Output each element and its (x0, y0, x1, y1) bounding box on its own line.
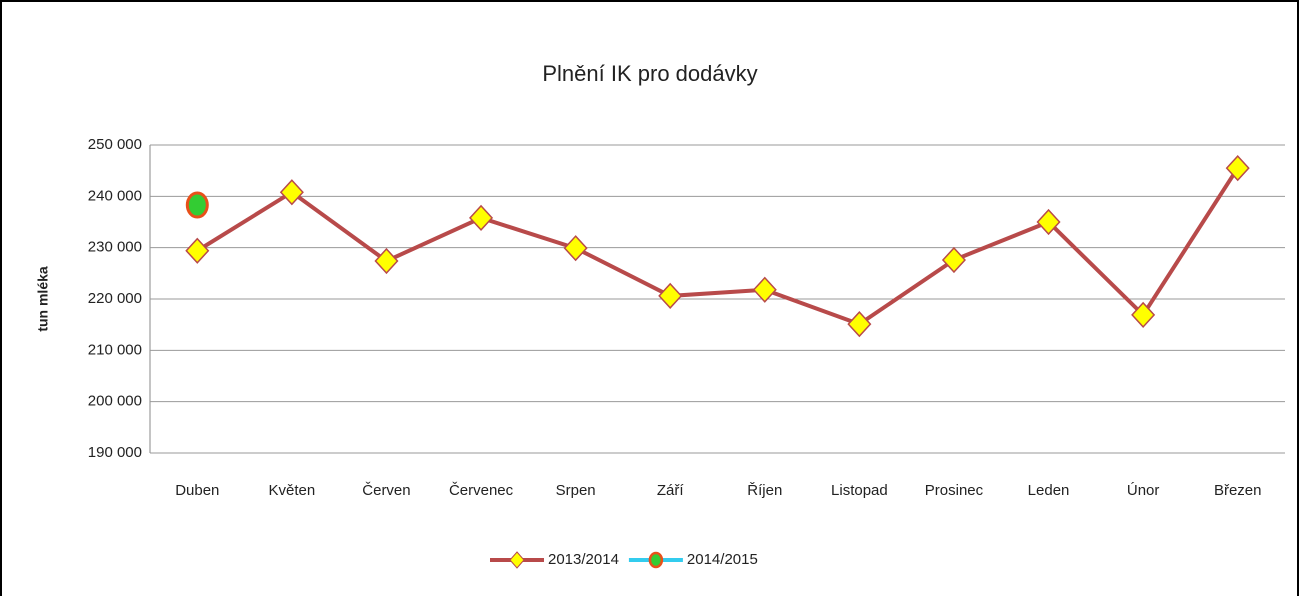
y-tick-label: 210 000 (88, 341, 142, 358)
y-tick-label: 250 000 (88, 136, 142, 153)
x-tick-label: Únor (1127, 482, 1160, 499)
x-tick-label: Červen (362, 482, 410, 499)
point (1036, 208, 1061, 236)
point (279, 179, 304, 206)
x-tick-label: Srpen (556, 482, 596, 499)
legend-marker (509, 551, 525, 569)
point (185, 237, 210, 264)
point (185, 191, 209, 219)
x-tick-label: Duben (175, 482, 219, 499)
chart-title: Plnění IK pro dodávky (542, 61, 757, 86)
y-tick-label: 230 000 (88, 239, 142, 256)
legend-marker (648, 551, 664, 569)
x-tick-label: Leden (1028, 482, 1070, 499)
series-line (196, 167, 1240, 327)
point (847, 311, 872, 338)
x-tick-label: Březen (1214, 482, 1262, 499)
x-tick-label: Listopad (831, 482, 888, 499)
point (658, 282, 683, 310)
y-tick-label: 190 000 (88, 444, 142, 461)
x-tick-label: Květen (269, 482, 316, 499)
point (374, 247, 399, 275)
legend-label: 2014/2015 (687, 551, 758, 568)
point (563, 235, 588, 262)
point (752, 276, 777, 303)
x-tick-label: Září (657, 482, 685, 499)
point (941, 246, 966, 274)
y-tick-label: 240 000 (88, 187, 142, 204)
x-tick-label: Prosinec (925, 482, 984, 499)
point (469, 204, 494, 232)
point (1131, 301, 1156, 329)
y-tick-label: 220 000 (88, 290, 142, 307)
point (1225, 154, 1250, 182)
legend-label: 2013/2014 (548, 551, 619, 568)
y-tick-label: 200 000 (88, 393, 142, 410)
x-tick-label: Červenec (449, 482, 514, 499)
y-axis-label: tun mléka (35, 266, 51, 332)
x-tick-label: Říjen (747, 482, 782, 499)
